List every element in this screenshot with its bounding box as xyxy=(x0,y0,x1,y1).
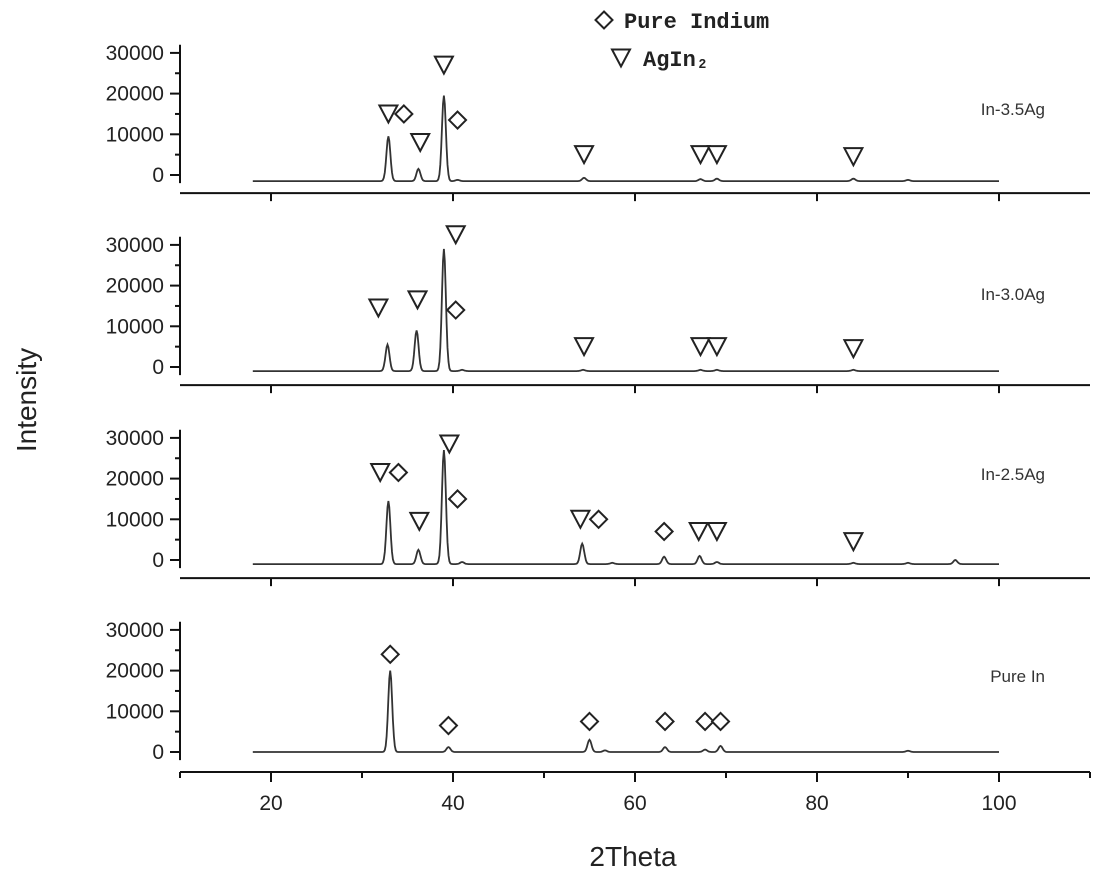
pure-indium-marker xyxy=(445,300,466,320)
pure-indium-marker xyxy=(388,462,409,483)
pure-indium-marker xyxy=(393,104,414,124)
pure-indium-marker xyxy=(655,711,675,732)
agin2-marker xyxy=(367,298,390,319)
agin2-marker xyxy=(688,522,710,543)
agin2-marker xyxy=(706,522,728,543)
x-tick-label: 20 xyxy=(259,792,282,815)
y-axis-title: Intensity xyxy=(11,348,42,452)
y-tick-label: 0 xyxy=(152,549,164,572)
pure-indium-marker xyxy=(588,509,609,530)
sample-label: In-3.5Ag xyxy=(981,100,1045,119)
agin2-marker xyxy=(408,511,430,532)
diffraction-pattern xyxy=(252,450,999,565)
pure-indium-marker xyxy=(380,644,401,665)
y-tick-label: 20000 xyxy=(106,83,164,106)
y-tick-label: 20000 xyxy=(106,468,164,491)
x-tick-label: 60 xyxy=(623,792,646,815)
agin2-marker xyxy=(409,132,431,154)
sample-label: Pure In xyxy=(990,667,1045,686)
legend-label: Pure Indium xyxy=(624,10,769,35)
panel-4: 0 10000 20000 30000 Pure In xyxy=(106,619,1045,764)
legend: Pure Indium AgIn₂ xyxy=(594,10,769,73)
diffraction-pattern xyxy=(252,95,999,183)
agin2-marker xyxy=(842,339,865,360)
x-tick-label: 40 xyxy=(441,792,464,815)
pure-indium-marker xyxy=(579,711,600,732)
legend-triangle-icon xyxy=(610,48,632,69)
agin2-marker xyxy=(438,434,461,455)
y-tick-label: 0 xyxy=(152,356,164,379)
agin2-marker xyxy=(406,290,429,311)
x-axis-title: 2Theta xyxy=(589,841,677,872)
y-tick-label: 30000 xyxy=(106,234,164,257)
pure-indium-marker xyxy=(447,110,468,130)
x-axis: 20 40 60 80 100 xyxy=(179,771,1091,815)
x-tick-label: 80 xyxy=(805,792,828,815)
agin2-marker xyxy=(706,337,728,358)
agin2-marker xyxy=(377,104,400,125)
agin2-marker xyxy=(842,147,865,168)
sample-label: In-3.0Ag xyxy=(981,285,1045,304)
y-tick-label: 30000 xyxy=(106,42,164,65)
legend-label: AgIn₂ xyxy=(643,48,709,73)
y-tick-label: 0 xyxy=(152,164,164,187)
sample-label: In-2.5Ag xyxy=(981,465,1045,484)
y-tick-label: 10000 xyxy=(106,315,164,338)
y-tick-label: 10000 xyxy=(106,123,164,146)
diffraction-pattern xyxy=(252,670,999,753)
panel-3: 0 10000 20000 30000 In-2.5Ag xyxy=(106,427,1090,587)
agin2-marker xyxy=(706,145,728,166)
y-tick-label: 0 xyxy=(152,741,164,764)
y-tick-label: 30000 xyxy=(106,427,164,450)
pure-indium-marker xyxy=(710,711,731,732)
agin2-marker xyxy=(689,337,712,358)
agin2-marker xyxy=(569,509,592,530)
y-tick-label: 20000 xyxy=(106,660,164,683)
agin2-marker xyxy=(573,145,595,166)
agin2-marker xyxy=(689,145,712,166)
legend-diamond-icon xyxy=(594,10,614,30)
panels: 0 10000 20000 30000 In-3.5Ag 0 10000 20000 30000… xyxy=(106,42,1090,764)
panel-2: 0 10000 20000 30000 In-3.0Ag xyxy=(106,225,1090,394)
panel-1: 0 10000 20000 30000 In-3.5Ag xyxy=(106,42,1090,202)
y-tick-label: 10000 xyxy=(106,700,164,723)
y-tick-label: 20000 xyxy=(106,275,164,298)
pure-indium-marker xyxy=(447,489,468,509)
pure-indium-marker xyxy=(695,711,715,732)
agin2-marker xyxy=(445,225,467,246)
pure-indium-marker xyxy=(438,715,459,736)
agin2-marker xyxy=(369,462,391,484)
pure-indium-marker xyxy=(654,521,675,542)
diffraction-pattern xyxy=(252,248,999,372)
agin2-marker xyxy=(433,55,455,76)
y-tick-label: 30000 xyxy=(106,619,164,642)
y-tick-label: 10000 xyxy=(106,508,164,531)
agin2-marker xyxy=(842,532,865,553)
agin2-marker xyxy=(573,337,595,358)
x-tick-label: 100 xyxy=(981,792,1016,815)
